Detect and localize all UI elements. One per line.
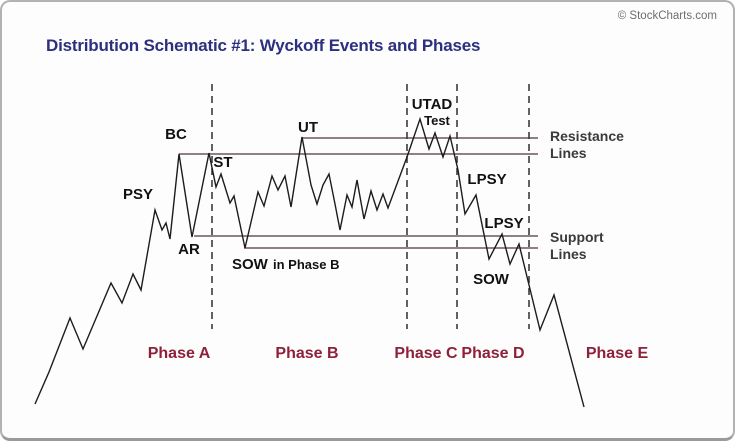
chart-title: Distribution Schematic #1: Wyckoff Event… bbox=[46, 36, 481, 55]
event-label-psy: PSY bbox=[123, 186, 153, 203]
phase-label-phase-a: Phase A bbox=[148, 345, 211, 362]
phase-label-phase-c: Phase C bbox=[394, 345, 458, 362]
event-label-test: Test bbox=[424, 113, 450, 128]
level-label-lines: Lines bbox=[550, 246, 587, 262]
event-label-ut: UT bbox=[298, 119, 318, 136]
phase-label-phase-d: Phase D bbox=[461, 345, 524, 362]
level-label-support: Support bbox=[550, 229, 604, 245]
copyright-text: © StockCharts.com bbox=[617, 10, 717, 22]
phase-label-phase-b: Phase B bbox=[275, 345, 338, 362]
level-label-resistance: Resistance bbox=[550, 128, 624, 144]
event-label-sow: SOW bbox=[473, 271, 510, 288]
price-line bbox=[34, 116, 585, 408]
event-label-st: ST bbox=[213, 154, 232, 171]
phase-label-phase-e: Phase E bbox=[586, 345, 649, 362]
event-label-sow: SOW bbox=[232, 256, 269, 273]
event-label-bc: BC bbox=[165, 126, 187, 143]
event-label-utad: UTAD bbox=[412, 96, 453, 113]
event-label-lpsy: LPSY bbox=[467, 171, 506, 188]
event-label-in-phase-b: in Phase B bbox=[273, 257, 339, 272]
event-label-ar: AR bbox=[178, 241, 200, 258]
level-label-lines: Lines bbox=[550, 145, 587, 161]
event-label-lpsy: LPSY bbox=[484, 215, 523, 232]
